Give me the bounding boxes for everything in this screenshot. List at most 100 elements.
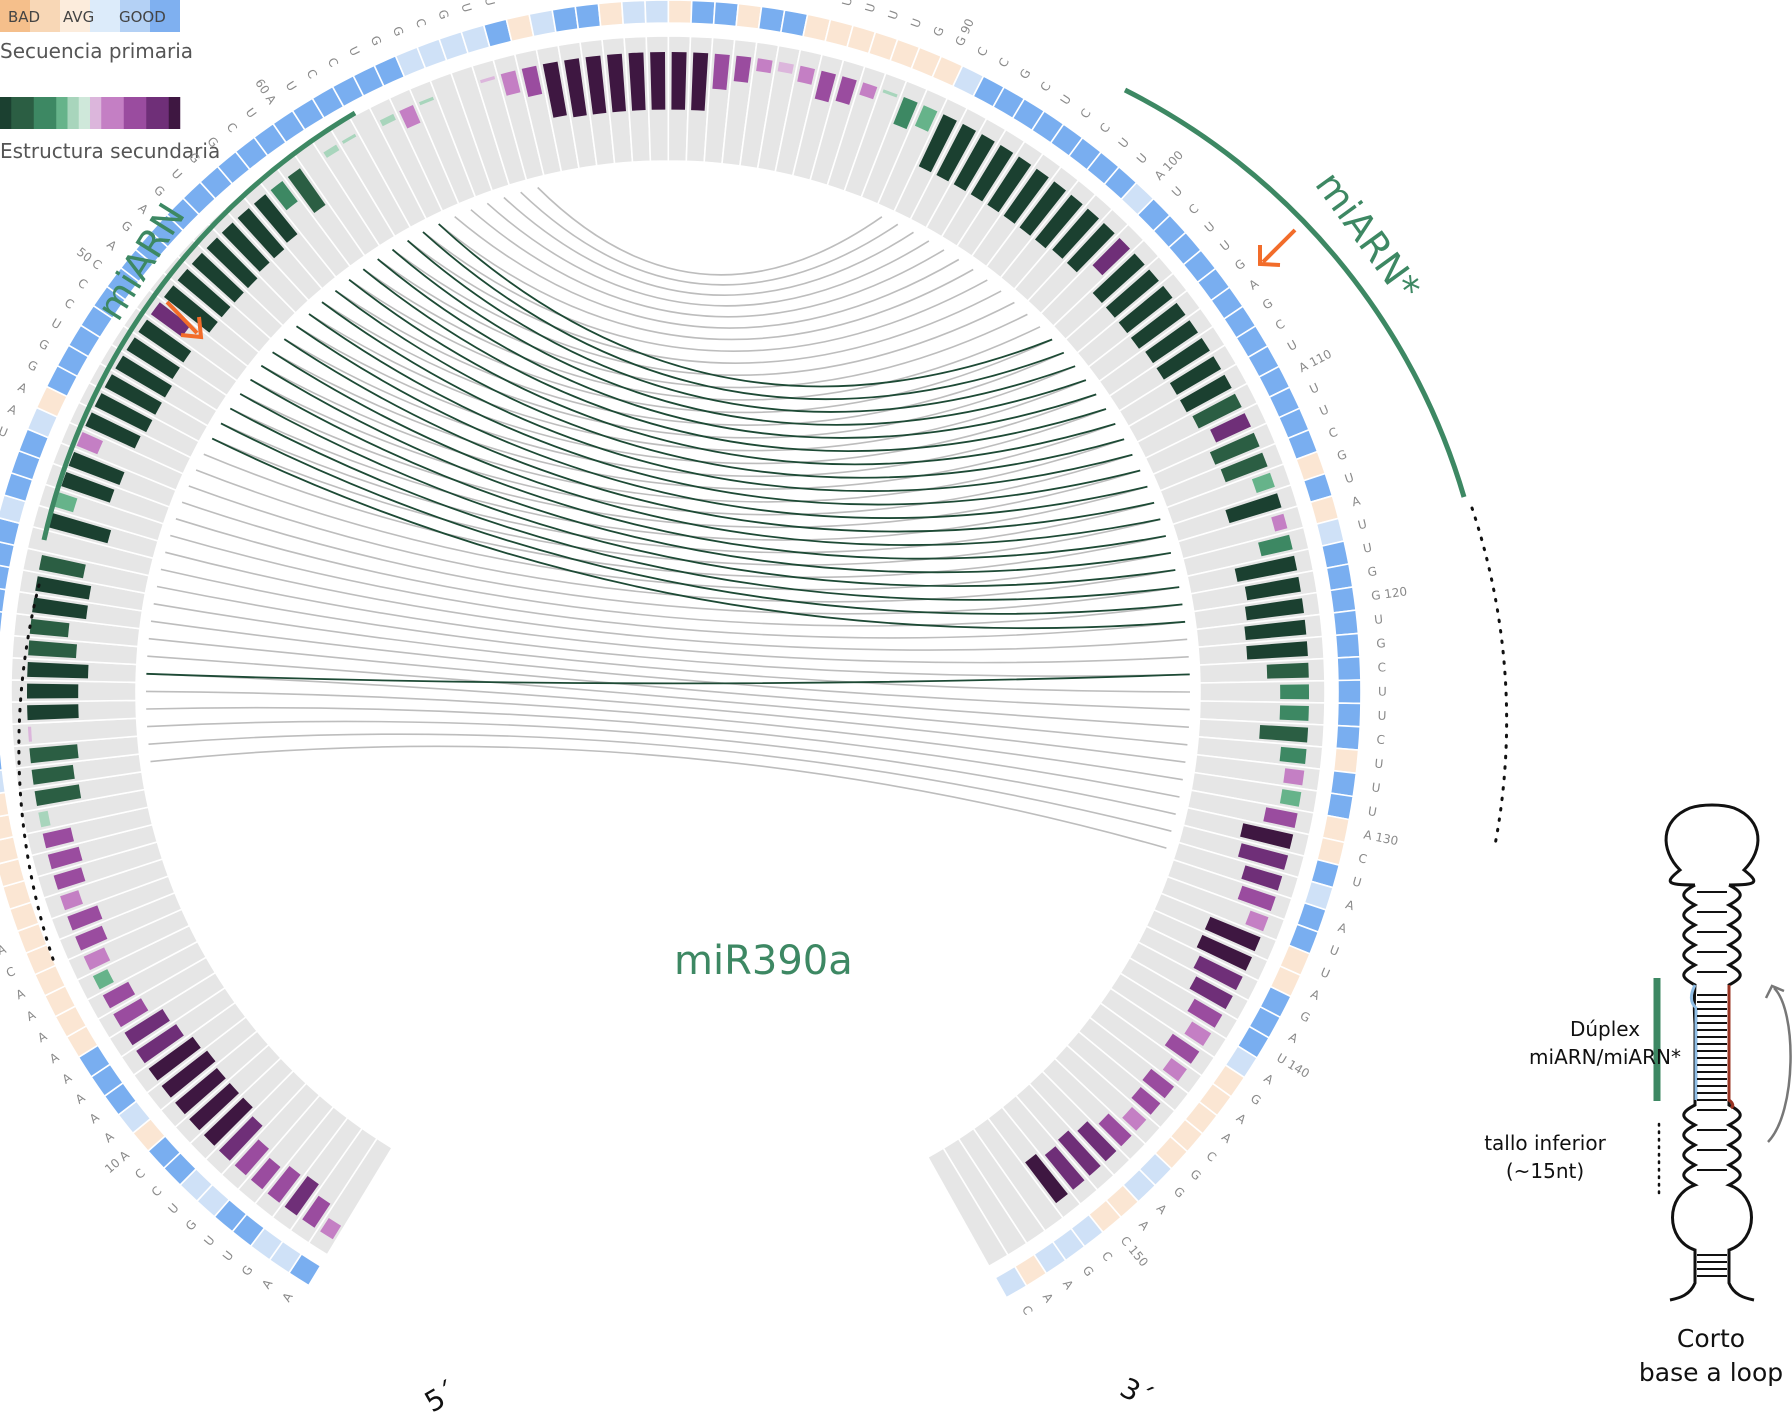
- base-pair-link: [153, 603, 1191, 693]
- base-pair-link: [150, 745, 1167, 849]
- secondary-structure-bar: [1238, 843, 1289, 870]
- nucleotide-label: U: [201, 1233, 217, 1249]
- nucleotide-label: C: [1078, 106, 1094, 121]
- duplex-base-pair-link: [250, 378, 1172, 574]
- primary-sequence-cell: [1334, 724, 1362, 751]
- nucleotide-label: U: [1169, 184, 1185, 200]
- secondary-structure-bar: [1189, 976, 1233, 1010]
- nucleotide-label: A: [1136, 1218, 1152, 1234]
- primary-sequence-cell: [0, 769, 7, 794]
- secondary-structure-bar: [237, 208, 285, 259]
- mirna-star-strand-highlight: [1727, 985, 1735, 1110]
- nucleotide-label: U: [169, 166, 185, 182]
- primary-sequence-cell: [0, 791, 11, 818]
- nucleotide-92: [909, 74, 1006, 229]
- secondary-structure-bar: [1251, 472, 1275, 493]
- base-pair-link: [503, 196, 914, 296]
- nucleotide-16: [54, 940, 208, 1039]
- secondary-structure-bar: [148, 1036, 201, 1081]
- nucleotide-151: [986, 1105, 1105, 1248]
- nucleotide-106: [1098, 285, 1245, 398]
- primary-sequence-cell: [551, 5, 580, 34]
- primary-sequence-cell: [1334, 632, 1361, 659]
- nucleotide-label: A: [87, 1110, 103, 1127]
- secondary-structure-bar: [85, 412, 141, 449]
- secondary-structure-bar: [1066, 223, 1115, 273]
- secondary-structure-bar: [94, 393, 153, 433]
- base-pair-link: [170, 534, 1186, 639]
- nucleotide-label: A: [73, 1090, 88, 1107]
- secondary-structure-bar: [1098, 1113, 1132, 1147]
- base-pair-link: [250, 378, 1133, 516]
- secondary-structure-bar: [1225, 493, 1282, 524]
- secondary-structure-bar: [1245, 598, 1304, 621]
- nucleotide-label: U: [1367, 804, 1378, 819]
- primary-sequence-cell: [1332, 609, 1360, 637]
- secondary-structure-bar: [607, 53, 626, 113]
- nucleotide-label: C: [304, 67, 320, 81]
- secondary-structure-bar: [399, 105, 421, 129]
- nucleotide-34: [0, 610, 141, 648]
- nucleotide-label: G: [1232, 256, 1248, 273]
- secondary-scale-swatch: [112, 97, 124, 129]
- nucleotide-label: G: [1376, 636, 1386, 651]
- base-pair-link: [260, 364, 1125, 503]
- nucleotide-label: G: [435, 8, 451, 21]
- secondary-structure-bar: [777, 61, 794, 74]
- secondary-structure-bar: [1142, 1068, 1174, 1099]
- nucleotide-label: A 130: [1362, 828, 1399, 849]
- secondary-structure-bar: [203, 1097, 253, 1146]
- secondary-structure-bar: [628, 52, 646, 111]
- processing-direction-arrow-icon: [1767, 987, 1792, 1143]
- secondary-structure-bar: [1240, 823, 1294, 849]
- nucleotide-tracks: [0, 0, 1362, 1299]
- base-pair-link: [537, 186, 883, 276]
- secondary-structure-bar: [115, 355, 172, 398]
- duplex-base-pair-link: [220, 422, 1183, 615]
- secondary-structure-bar: [918, 114, 957, 173]
- base-pair-link: [148, 733, 1172, 832]
- secondary-structure-bar: [54, 492, 78, 513]
- secondary-structure-bar: [92, 969, 114, 990]
- nucleotide-24: [0, 806, 154, 865]
- mirna-region-arc: [41, 110, 357, 541]
- base-pair-link: [296, 325, 1097, 465]
- secondary-structure-bar: [1035, 194, 1083, 249]
- nucleotide-label: C: [974, 45, 990, 59]
- nucleotide-label: G: [25, 358, 40, 375]
- nucleotide-label: G: [183, 1217, 200, 1233]
- secondary-structure-bar: [733, 55, 752, 83]
- nucleotide-label: U: [49, 316, 64, 333]
- secondary-structure-bar: [75, 925, 108, 951]
- secondary-structure-bar: [1156, 338, 1210, 380]
- nucleotide-40: [2, 471, 165, 542]
- nucleotide-label: U: [1362, 540, 1373, 555]
- nucleotide-113: [1159, 428, 1319, 509]
- nucleotide-label: C: [1204, 1149, 1219, 1165]
- primary-sequence-cell: [644, 0, 670, 25]
- base-pair-link: [146, 706, 1180, 798]
- nucleotide-96: [970, 122, 1084, 268]
- track-background: [926, 1147, 1010, 1268]
- secondary-structure-bar: [341, 133, 357, 144]
- secondary-structure-bar: [1220, 452, 1268, 483]
- base-pair-link: [181, 501, 1180, 615]
- base-pair-link: [165, 551, 1188, 651]
- secondary-structure-bar: [893, 97, 918, 130]
- bottom-label-line-1: Corto: [1677, 1324, 1745, 1353]
- nucleotide-label: 10 A: [102, 1147, 132, 1176]
- nucleotide-91: [893, 64, 985, 221]
- secondary-structure-bar: [1279, 789, 1302, 807]
- nucleotide-label: C: [75, 276, 90, 292]
- nucleotide-42: [17, 427, 178, 509]
- nucleotide-77: [644, 0, 670, 163]
- secondary-scale-swatch: [101, 97, 113, 129]
- secondary-scale-swatch: [45, 97, 57, 129]
- nucleotide-112: [1151, 407, 1311, 492]
- secondary-structure-bar: [542, 61, 567, 118]
- secondary-structure-bar: [1209, 432, 1260, 465]
- secondary-structure-bar: [970, 145, 1014, 202]
- nucleotide-label: C: [1019, 1303, 1035, 1317]
- scale-swatch: [60, 0, 90, 32]
- secondary-structure-bar: [60, 890, 83, 911]
